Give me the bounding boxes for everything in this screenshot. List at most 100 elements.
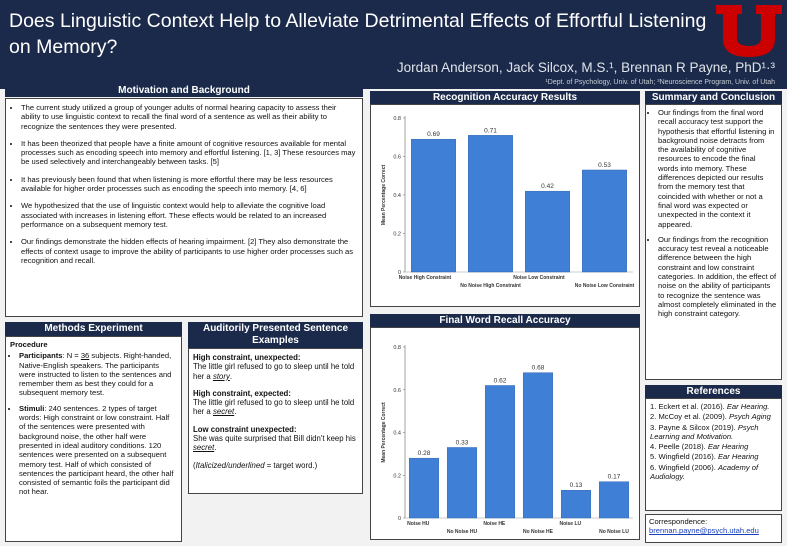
y-axis-label: Mean Percentage Correct bbox=[381, 165, 387, 226]
summary-item: Our findings from the recognition accura… bbox=[658, 235, 777, 319]
reference-number: 3. bbox=[650, 422, 657, 432]
reference-authors: Wingfield (2006). bbox=[658, 462, 718, 472]
y-tick-label: 0.2 bbox=[393, 232, 401, 238]
recognition-heading: Recognition Accuracy Results bbox=[370, 91, 640, 104]
data-label: 0.42 bbox=[541, 183, 554, 190]
y-axis-label: Mean Percentage Correct bbox=[381, 402, 387, 463]
data-label: 0.62 bbox=[494, 377, 507, 384]
motivation-item: It has previously been found that when l… bbox=[21, 175, 356, 194]
y-tick-label: 0.8 bbox=[393, 345, 401, 351]
x-tick-label: No Noise High Constraint bbox=[460, 283, 521, 289]
reference-journal: Ear Hearing bbox=[717, 452, 759, 462]
data-label: 0.68 bbox=[532, 365, 545, 372]
participants-item: Participants: N = 36 subjects. Right-han… bbox=[19, 351, 177, 397]
x-tick-label: No Noise HE bbox=[523, 529, 554, 535]
reference-item: 3. Payne & Silcox (2019). Psych Learning… bbox=[650, 423, 777, 442]
bar bbox=[598, 481, 630, 519]
summary-item: Our findings from the final word recall … bbox=[658, 108, 777, 229]
example-label: High constraint, expected: bbox=[193, 388, 291, 398]
stimuli-item: Stimuli: 240 sentences. 2 types of targe… bbox=[19, 404, 177, 497]
reference-journal: Psych Learning and Motivation. bbox=[650, 422, 759, 441]
references-section: 1. Eckert et al. (2016). Ear Hearing. 2. … bbox=[645, 398, 782, 511]
y-tick-label: 0 bbox=[398, 516, 401, 522]
reference-item: 1. Eckert et al. (2016). Ear Hearing. bbox=[650, 402, 777, 411]
x-tick-label: Noise Low Constraint bbox=[513, 275, 565, 281]
poster-header: Does Linguistic Context Help to Alleviat… bbox=[0, 0, 787, 89]
x-tick-label: Noise High Constraint bbox=[399, 275, 452, 281]
reference-authors: Payne & Silcox (2019). bbox=[658, 422, 738, 432]
examples-list: High constraint, unexpected: The little g… bbox=[193, 353, 358, 453]
affiliations: ¹Dept. of Psychology, Univ. of Utah; ³Ne… bbox=[545, 79, 775, 86]
example-label: High constraint, unexpected: bbox=[193, 353, 301, 362]
example-end: . bbox=[234, 407, 237, 417]
x-tick-label: No Noise Low Constraint bbox=[575, 283, 635, 289]
bar bbox=[525, 190, 570, 273]
bar bbox=[522, 372, 554, 519]
reference-journal: Academy of Audiology. bbox=[650, 462, 759, 482]
recall-heading: Final Word Recall Accuracy bbox=[370, 314, 640, 327]
recall-chart-svg: 0 0.2 0.4 0.6 0.8 Mean Percentage Correct 0.28… bbox=[381, 345, 633, 535]
summary-heading: Summary and Conclusion bbox=[645, 91, 782, 104]
motivation-section: The current study utilized a group of yo… bbox=[5, 98, 363, 317]
motivation-item: It has been theorized that people have a… bbox=[21, 139, 356, 167]
x-tick-label: No Noise LU bbox=[599, 529, 629, 535]
bar bbox=[484, 385, 516, 519]
examples-heading: Auditorily Presented Sentence Examples bbox=[188, 322, 363, 348]
bar bbox=[468, 135, 513, 273]
reference-number: 4. bbox=[650, 442, 657, 452]
example-text: The little girl refused to go to sleep u… bbox=[193, 398, 355, 417]
example-item: High constraint, unexpected: The little g… bbox=[193, 353, 358, 381]
poster-title: Does Linguistic Context Help to Alleviat… bbox=[9, 10, 707, 58]
x-tick-label: No Noise HU bbox=[447, 529, 478, 535]
example-item: High constraint, expected: The little gir… bbox=[193, 389, 358, 417]
reference-journal: Ear Hearing. bbox=[726, 402, 770, 411]
reference-item: 5. Wingfield (2016). Ear Hearing bbox=[650, 452, 777, 461]
example-text: The little girl refused to go to sleep u… bbox=[193, 362, 355, 381]
y-tick-label: 0.4 bbox=[393, 431, 401, 437]
university-logo-icon bbox=[716, 5, 782, 57]
x-tick-label: Noise LU bbox=[559, 521, 581, 527]
reference-journal: Ear Hearing bbox=[707, 442, 749, 452]
data-label: 0.13 bbox=[570, 482, 583, 489]
y-tick-label: 0.4 bbox=[393, 193, 401, 199]
reference-authors: McCoy et al. (2009). bbox=[658, 412, 729, 422]
reference-item: 2. McCoy et al. (2009). Psych Aging bbox=[650, 412, 777, 421]
recall-chart: 0 0.2 0.4 0.6 0.8 Mean Percentage Correct 0.28… bbox=[370, 327, 640, 540]
data-label: 0.53 bbox=[598, 162, 611, 169]
methods-heading: Methods Experiment bbox=[5, 322, 182, 336]
example-end: . bbox=[214, 443, 217, 453]
reference-authors: Eckert et al. (2016). bbox=[658, 402, 727, 411]
x-tick-label: Noise HE bbox=[483, 521, 506, 527]
bar bbox=[411, 138, 456, 273]
references-list: 1. Eckert et al. (2016). Ear Hearing. 2. … bbox=[650, 402, 777, 481]
reference-authors: Wingfield (2016). bbox=[658, 452, 718, 462]
motivation-item: The current study utilized a group of yo… bbox=[21, 103, 356, 131]
correspondence-email-link[interactable]: brennan.payne@psych.utah.edu bbox=[649, 526, 759, 536]
correspondence-section: Correspondence: brennan.payne@psych.utah… bbox=[645, 514, 782, 543]
summary-section: Our findings from the final word recall … bbox=[645, 104, 782, 380]
examples-note: (Italicized/underlined = target word.) bbox=[193, 460, 318, 470]
reference-number: 6. bbox=[650, 462, 657, 472]
example-text: She was quite surprised that Bill didn't… bbox=[193, 434, 356, 444]
example-target-word: secret bbox=[212, 407, 235, 417]
y-tick-label: 0.6 bbox=[393, 388, 401, 394]
example-label: Low constraint unexpected: bbox=[193, 424, 297, 434]
data-label: 0.17 bbox=[608, 474, 621, 481]
bar bbox=[582, 169, 627, 273]
examples-section: High constraint, unexpected: The little g… bbox=[188, 348, 363, 494]
correspondence-label: Correspondence: bbox=[649, 517, 708, 526]
motivation-item: Our findings demonstrate the hidden effe… bbox=[21, 237, 356, 265]
motivation-list: The current study utilized a group of yo… bbox=[12, 103, 356, 265]
y-tick-label: 0.2 bbox=[393, 473, 401, 479]
example-item: Low constraint unexpected: She was quite … bbox=[193, 425, 358, 453]
data-label: 0.69 bbox=[427, 131, 440, 138]
methods-section: Procedure Participants: N = 36 subjects.… bbox=[5, 336, 182, 542]
example-target-word: secret bbox=[193, 443, 215, 453]
references-heading: References bbox=[645, 385, 782, 398]
reference-authors: Peelle (2018). bbox=[658, 442, 708, 452]
author-list: Jordan Anderson, Jack Silcox, M.S.¹, Bre… bbox=[396, 60, 775, 75]
reference-item: 4. Peelle (2018). Ear Hearing bbox=[650, 442, 777, 451]
reference-journal: Psych Aging bbox=[728, 412, 771, 422]
bar bbox=[408, 457, 440, 519]
bar bbox=[560, 490, 592, 519]
